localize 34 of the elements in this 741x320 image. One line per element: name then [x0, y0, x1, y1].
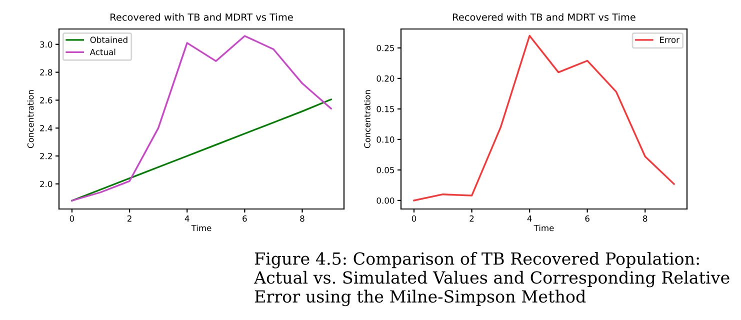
x-tick-label: 2 — [127, 215, 132, 222]
y-tick-label: 0.10 — [376, 136, 394, 143]
y-tick-label: 0.05 — [376, 166, 394, 174]
chart-title: Recovered with TB and MDRT vs Time — [453, 13, 636, 21]
x-tick-label: 0 — [70, 215, 74, 222]
legend-label: Actual — [90, 48, 116, 56]
line-series — [71, 35, 332, 202]
y-tick-label: 0.15 — [376, 106, 394, 112]
y-tick-label: 3.0 — [40, 41, 52, 48]
x-axis-title: Time — [191, 224, 212, 232]
line-series — [71, 98, 332, 202]
x-tick-label: 0 — [412, 215, 416, 222]
y-tick-label: 2.0 — [40, 180, 52, 188]
caption: Figure 4.5: Comparison of TB Recovered Population: Actual vs. Simulated Values and Corresponding Relative Error using the Milne-Simpson Method — [254, 252, 730, 306]
y-axis-title: Concentration — [27, 90, 34, 148]
y-tick-label: 0.00 — [376, 197, 394, 204]
y-tick-label: 2.4 — [40, 125, 52, 132]
y-tick-label: 2.8 — [40, 69, 52, 76]
legend-label: Error — [660, 36, 680, 43]
x-tick-label: 2 — [470, 215, 474, 222]
y-tick-label: 0.25 — [376, 44, 394, 52]
y-tick-label: 0.20 — [376, 75, 394, 82]
legend-label: Obtained — [90, 36, 128, 43]
x-tick-label: 8 — [300, 215, 304, 222]
x-tick-label: 4 — [527, 216, 532, 222]
x-tick-label: 8 — [643, 215, 648, 222]
x-axis-title: Time — [534, 224, 554, 232]
y-axis-title: Concentration — [364, 90, 370, 148]
x-tick-label: 6 — [242, 215, 247, 222]
y-tick-label: 2.2 — [40, 152, 52, 160]
y-tick-label: 2.6 — [40, 97, 52, 104]
chart-title: Recovered with TB and MDRT vs Time — [110, 13, 293, 21]
x-tick-label: 6 — [585, 215, 590, 222]
x-tick-label: 4 — [184, 216, 190, 222]
